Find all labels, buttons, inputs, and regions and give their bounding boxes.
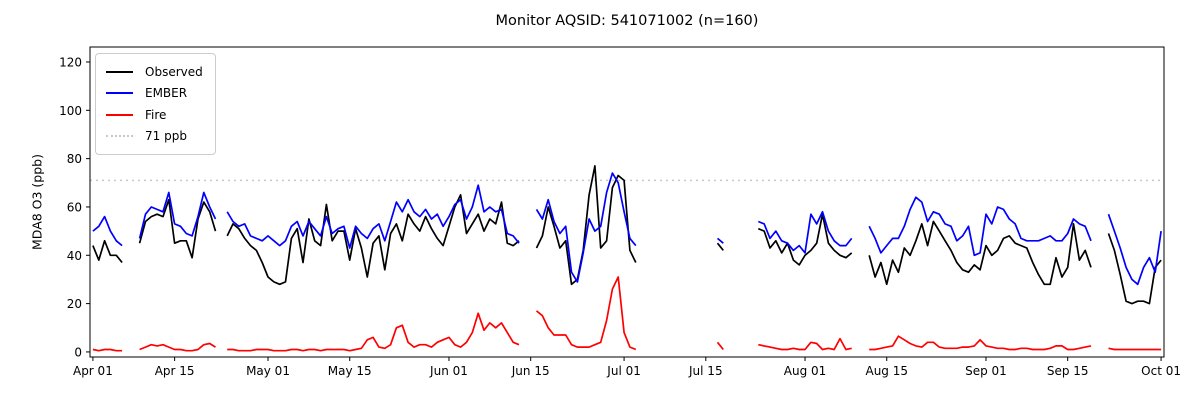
x-tick-label: Apr 01 bbox=[73, 364, 113, 378]
x-tick-label: May 15 bbox=[328, 364, 372, 378]
fire-line bbox=[92, 276, 1162, 352]
observed-line-swatch bbox=[106, 70, 133, 73]
x-tick-label: Jun 15 bbox=[511, 364, 550, 378]
legend-label-ember: EMBER bbox=[145, 86, 188, 101]
x-tick-label: Oct 01 bbox=[1141, 364, 1181, 378]
x-tick-label: Aug 01 bbox=[784, 364, 827, 378]
x-tick-label: Aug 15 bbox=[865, 364, 908, 378]
x-tick-label: Jun 01 bbox=[429, 364, 468, 378]
y-tick-label: 40 bbox=[67, 249, 82, 263]
fire-line-swatch bbox=[106, 113, 133, 116]
y-axis-label: MDA8 O3 (ppb) bbox=[29, 154, 45, 250]
x-tick-label: Apr 15 bbox=[155, 364, 195, 378]
legend-label-observed: Observed bbox=[145, 64, 203, 79]
y-tick-label: 80 bbox=[67, 152, 82, 166]
y-tick-label: 100 bbox=[59, 104, 82, 118]
x-tick-label: May 01 bbox=[246, 364, 290, 378]
ember-line bbox=[92, 172, 1162, 286]
ember-line-swatch bbox=[106, 92, 133, 95]
y-tick-label: 120 bbox=[59, 55, 82, 69]
x-tick-label: Sep 15 bbox=[1047, 364, 1089, 378]
x-tick-label: Jul 01 bbox=[606, 364, 641, 378]
chart-title: Monitor AQSID: 541071002 (n=160) bbox=[495, 13, 759, 29]
legend-label-fire: Fire bbox=[145, 107, 167, 122]
legend-item-ember: EMBER bbox=[106, 83, 203, 105]
legend-item-fire: Fire bbox=[106, 104, 203, 126]
x-tick-label: Jul 15 bbox=[688, 364, 723, 378]
legend: Observed EMBER Fire 71 ppb bbox=[95, 53, 216, 155]
threshold-line-swatch bbox=[106, 135, 133, 138]
observed-line bbox=[92, 165, 1162, 305]
y-tick-label: 0 bbox=[74, 345, 82, 359]
legend-label-threshold: 71 ppb bbox=[145, 129, 187, 144]
legend-item-threshold: 71 ppb bbox=[106, 126, 203, 148]
legend-item-observed: Observed bbox=[106, 61, 203, 83]
x-tick-label: Sep 01 bbox=[965, 364, 1007, 378]
y-tick-label: 20 bbox=[67, 297, 82, 311]
y-tick-label: 60 bbox=[67, 200, 82, 214]
plot-border bbox=[89, 46, 1165, 358]
